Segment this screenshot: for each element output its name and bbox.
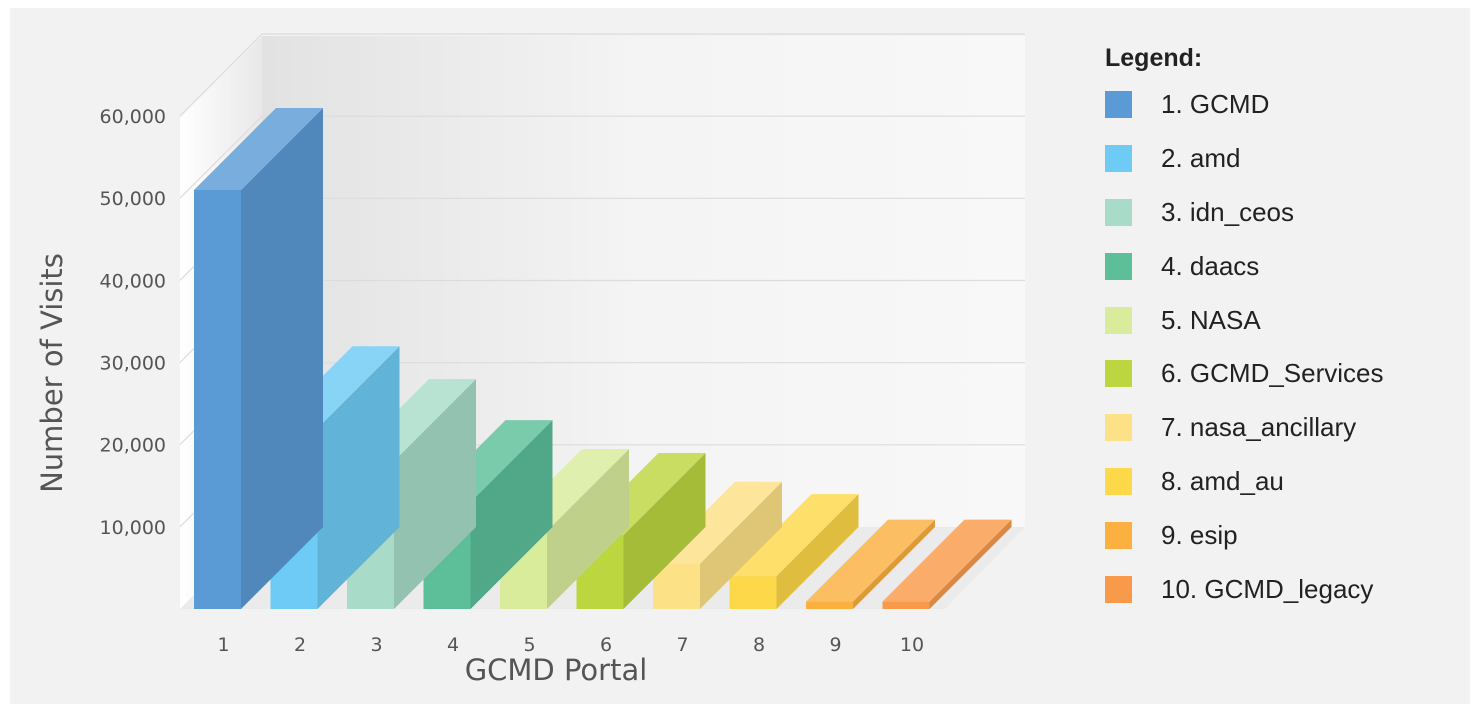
bar-side: [547, 448, 629, 609]
legend-swatch: [1105, 467, 1132, 495]
x-tick-label: 2: [294, 634, 306, 656]
legend-items: 1. GCMD 2. amd 3. idn_ceos 4. daacs 5. NASA 6…: [1105, 78, 1465, 616]
bar-front: [882, 601, 930, 609]
bar-side: [241, 107, 323, 609]
legend-label: 10. GCMD_legacy: [1161, 573, 1374, 604]
legend-item: 9. esip: [1105, 508, 1465, 562]
legend-item: 1. GCMD: [1105, 78, 1465, 132]
legend-swatch: [1105, 198, 1132, 226]
x-tick-label: 5: [523, 634, 535, 656]
legend-swatch: [1105, 360, 1132, 388]
bar-top: [806, 519, 935, 602]
legend-item: 8. amd_au: [1105, 455, 1465, 509]
legend: Legend: 1. GCMD 2. amd 3. idn_ceos 4. daacs…: [1105, 38, 1465, 616]
x-tick-label: 7: [676, 634, 688, 656]
bar-9: [806, 519, 935, 609]
legend-label: 2. amd: [1161, 143, 1241, 174]
gridline: [179, 33, 1025, 117]
bar-front: [806, 601, 853, 609]
bar-side: [700, 481, 782, 609]
legend-label: 9. esip: [1161, 519, 1238, 550]
legend-swatch: [1105, 521, 1132, 549]
bar-1: [194, 107, 323, 609]
bar-top: [729, 494, 859, 577]
legend-swatch: [1105, 252, 1132, 280]
legend-swatch: [1105, 575, 1132, 603]
legend-title: Legend:: [1105, 44, 1203, 72]
legend-label: 1. GCMD: [1161, 89, 1270, 120]
legend-label: 8. amd_au: [1161, 465, 1284, 496]
legend-label: 3. idn_ceos: [1161, 196, 1294, 227]
bar-8: [729, 494, 859, 609]
y-tick-label: 50,000: [100, 188, 166, 210]
bar-side: [317, 346, 400, 609]
legend-label: 4. daacs: [1161, 250, 1260, 281]
bar-top: [882, 519, 1012, 602]
x-axis-ticks: 1 2 3 4 5 6 7 8 9 10: [217, 634, 924, 656]
y-tick-label: 40,000: [100, 270, 166, 292]
legend-swatch: [1105, 306, 1132, 334]
gridline: [179, 115, 1025, 199]
legend-swatch: [1105, 414, 1132, 442]
x-tick-label: 6: [600, 634, 612, 656]
bar-10: [882, 519, 1012, 609]
bar-front: [194, 189, 241, 609]
y-tick-label: 20,000: [100, 435, 166, 457]
bars: [194, 107, 1012, 609]
bar-side: [929, 519, 1012, 609]
legend-item: 2. amd: [1105, 132, 1465, 186]
bar-front: [729, 576, 777, 609]
bar-side: [776, 494, 859, 609]
legend-item: 6. GCMD_Services: [1105, 347, 1465, 401]
bar-chart: 10,000 20,000 30,000 40,000 50,000 60,000 1 2 3…: [35, 33, 1025, 687]
x-tick-label: 4: [447, 634, 459, 656]
bar-top: [194, 107, 323, 190]
bar-side: [470, 420, 553, 609]
legend-item: 5. NASA: [1105, 293, 1465, 347]
chart-frame: 10,000 20,000 30,000 40,000 50,000 60,000 1 2 3…: [10, 8, 1470, 704]
legend-swatch: [1105, 145, 1132, 173]
x-tick-label: 8: [753, 634, 765, 656]
x-axis-title: GCMD Portal: [465, 653, 648, 687]
y-axis-title: Number of Visits: [35, 253, 69, 493]
y-tick-label: 10,000: [100, 517, 166, 539]
y-axis-ticks: 10,000 20,000 30,000 40,000 50,000 60,000: [100, 106, 166, 539]
y-tick-label: 30,000: [100, 353, 166, 375]
legend-label: 6. GCMD_Services: [1161, 358, 1384, 389]
x-tick-label: 10: [900, 634, 924, 656]
y-tick-label: 60,000: [100, 106, 166, 128]
x-tick-label: 1: [217, 634, 229, 656]
legend-item: 10. GCMD_legacy: [1105, 562, 1465, 616]
bar-side: [394, 379, 476, 609]
legend-label: 5. NASA: [1161, 304, 1261, 335]
legend-label: 7. nasa_ancillary: [1161, 412, 1357, 443]
legend-item: 7. nasa_ancillary: [1105, 401, 1465, 455]
legend-swatch: [1105, 91, 1132, 119]
bar-side: [853, 519, 935, 609]
x-tick-label: 3: [370, 634, 382, 656]
x-tick-label: 9: [829, 634, 841, 656]
legend-item: 4. daacs: [1105, 239, 1465, 293]
legend-item: 3. idn_ceos: [1105, 186, 1465, 240]
bar-side: [623, 453, 706, 609]
